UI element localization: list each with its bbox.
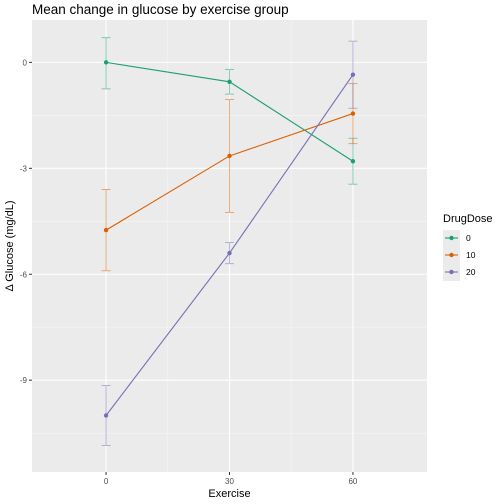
y-tick-label: -6 xyxy=(20,270,28,279)
x-tick-label: 60 xyxy=(348,477,357,486)
x-tick-label: 30 xyxy=(225,477,234,486)
data-point-10 xyxy=(227,153,232,159)
y-tick-label: -9 xyxy=(20,376,28,385)
legend-title: DrugDose xyxy=(443,213,493,225)
data-point-0 xyxy=(227,79,232,84)
legend-key-point xyxy=(449,235,454,241)
legend-label-20: 20 xyxy=(466,267,476,277)
legend: DrugDose 0 10 20 xyxy=(443,213,493,281)
y-tick-label: 0 xyxy=(23,58,28,67)
data-point-10 xyxy=(103,227,109,233)
data-point-0 xyxy=(103,60,109,65)
legend-key-point xyxy=(449,252,454,258)
data-point-20 xyxy=(103,413,109,418)
data-point-10 xyxy=(350,111,356,116)
legend-key-point xyxy=(449,269,454,275)
x-axis-title: Exercise xyxy=(208,488,250,500)
data-point-20 xyxy=(350,72,356,77)
x-tick-label: 0 xyxy=(104,477,109,486)
series-points xyxy=(103,60,356,418)
y-tick-label: -3 xyxy=(20,164,28,173)
data-point-0 xyxy=(350,159,356,164)
x-axis-ticks: 0 30 60 xyxy=(104,472,358,486)
legend-label-10: 10 xyxy=(466,250,476,260)
data-point-20 xyxy=(227,250,232,256)
y-axis-title: Δ Glucose (mg/dL) xyxy=(4,200,16,291)
y-axis-ticks: 0 -3 -6 -9 xyxy=(20,58,32,385)
legend-label-0: 0 xyxy=(466,233,471,243)
chart-title: Mean change in glucose by exercise group xyxy=(32,2,289,17)
